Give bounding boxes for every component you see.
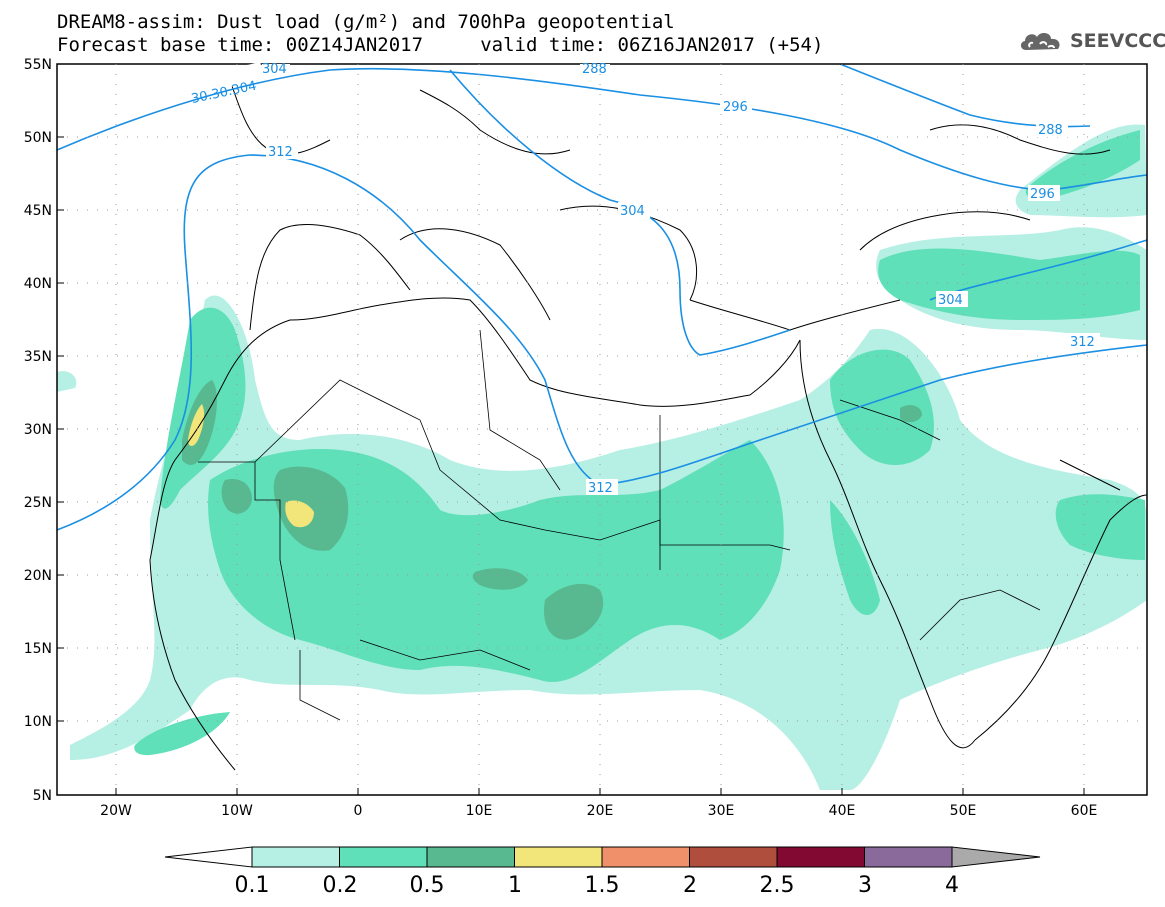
colorbar-label: 4 <box>945 873 959 898</box>
lat-label: 5N <box>33 788 52 804</box>
lon-label: 20E <box>587 803 614 819</box>
latitude-labels: 55N 50N 45N 40N 35N 30N 25N 20N 15N 10N … <box>24 57 52 804</box>
colorbar-right-arrow <box>951 846 1041 868</box>
contour-label: 296 <box>1030 187 1055 202</box>
colorbar-swatch <box>251 846 340 868</box>
contour-label: 288 <box>582 62 607 77</box>
contour-label: 312 <box>268 145 293 160</box>
lon-label: 60E <box>1071 803 1098 819</box>
colorbar-labels: 0.1 0.2 0.5 1 1.5 2 2.5 3 4 <box>235 873 960 898</box>
lon-label: 0 <box>354 803 363 819</box>
lon-label: 40E <box>829 803 856 819</box>
contour-label: 304 <box>938 293 963 308</box>
colorbar-swatch <box>864 846 953 868</box>
lon-label: 50E <box>950 803 977 819</box>
colorbar-label: 0.1 <box>235 873 270 898</box>
seevccc-logo: SEEVCCC <box>1018 26 1165 56</box>
dust-layer-yellow <box>188 404 314 528</box>
colorbar-label: 0.5 <box>410 873 445 898</box>
colorbar-label: 1.5 <box>585 873 620 898</box>
coastlines <box>149 79 1147 771</box>
colorbar-label: 3 <box>858 873 872 898</box>
country-borders <box>198 329 1041 721</box>
contour-label: 312 <box>1070 335 1095 350</box>
lat-label: 45N <box>24 203 52 219</box>
lon-label: 10E <box>466 803 493 819</box>
lat-label: 35N <box>24 349 52 365</box>
contour-label: 288 <box>1038 123 1063 138</box>
colorbar-swatch <box>776 846 865 868</box>
colorbar-swatch <box>426 846 515 868</box>
logo-text: SEEVCCC <box>1070 30 1165 52</box>
map-subtitle: Forecast base time: 00Z14JAN2017 valid t… <box>57 34 824 56</box>
contour-label: 304 <box>262 62 287 77</box>
colorbar-swatch <box>689 846 778 868</box>
lon-label: 30E <box>708 803 735 819</box>
colorbar-swatch <box>601 846 690 868</box>
colorbar-label: 1 <box>508 873 522 898</box>
lat-label: 40N <box>24 276 52 292</box>
colorbar-swatch <box>339 846 428 868</box>
colorbar-label: 0.2 <box>323 873 358 898</box>
cloud-icon <box>1020 33 1060 50</box>
dust-layer-medium <box>134 130 1145 756</box>
lat-label: 50N <box>24 130 52 146</box>
colorbar-swatch <box>514 846 603 868</box>
longitude-labels: 20W 10W 0 10E 20E 30E 40E 50E 60E <box>100 803 1097 819</box>
lon-label: 10W <box>221 803 253 819</box>
colorbar-label: 2.5 <box>760 873 795 898</box>
lat-label: 10N <box>24 714 52 730</box>
colorbar-label: 2 <box>683 873 697 898</box>
lon-label: 20W <box>100 803 132 819</box>
lat-label: 55N <box>24 57 52 73</box>
contour-label: 296 <box>723 100 748 115</box>
lat-label: 30N <box>24 422 52 438</box>
contour-label: 304 <box>620 204 645 219</box>
map-title: DREAM8-assim: Dust load (g/m²) and 700hP… <box>57 11 675 33</box>
colorbar-left-arrow <box>164 846 253 868</box>
lat-label: 20N <box>24 568 52 584</box>
contour-label: 312 <box>588 481 613 496</box>
lat-label: 25N <box>24 495 52 511</box>
lat-label: 15N <box>24 641 52 657</box>
colorbar <box>164 846 1041 868</box>
axis-ticks <box>57 136 1085 795</box>
dust-layer-light <box>57 124 1147 790</box>
